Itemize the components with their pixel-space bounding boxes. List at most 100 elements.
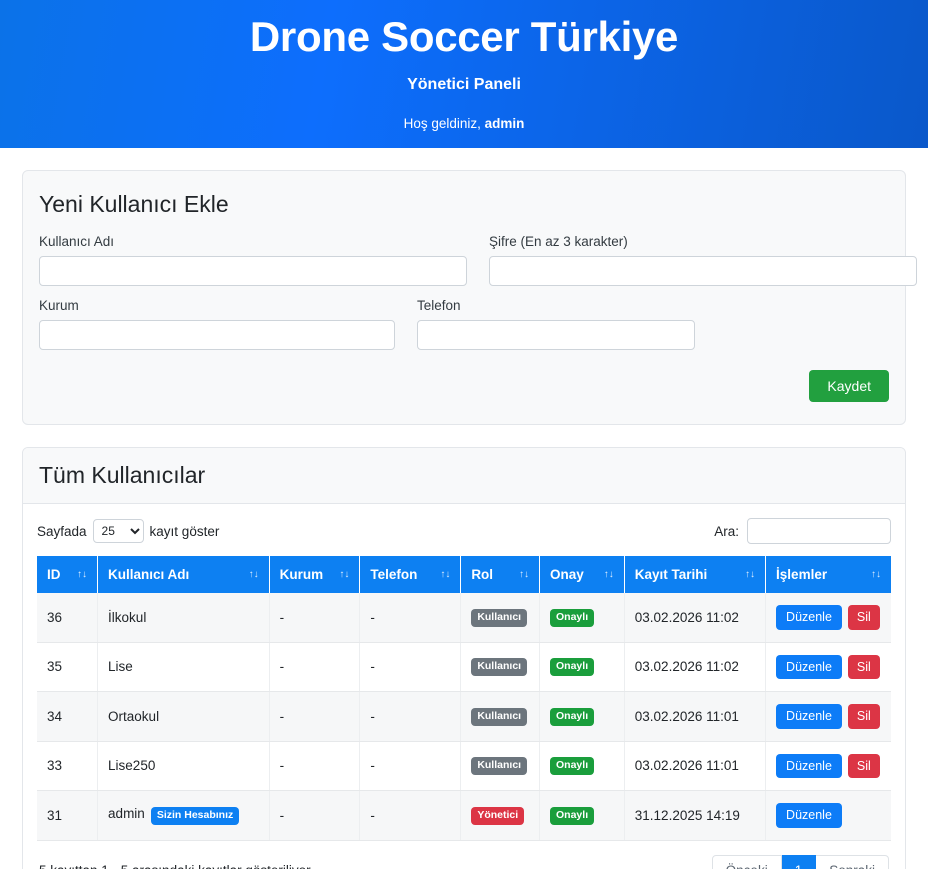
cell-islemler: Düzenle Sil [765, 741, 891, 791]
cell-kayit-tarihi: 03.02.2026 11:02 [624, 593, 767, 643]
pagination-next-button[interactable]: Sonraki [816, 854, 889, 869]
username-label: Kullanıcı Adı [39, 234, 115, 249]
new-user-form-title: Yeni Kullanıcı Ekle [39, 191, 229, 217]
cell-rol: Kullanıcı [460, 741, 541, 791]
role-badge: Kullanıcı [471, 757, 528, 776]
role-badge: Kullanıcı [471, 658, 528, 677]
column-header-rol[interactable]: Rol ↑↓ [460, 556, 541, 593]
column-header-label: Kurum [279, 567, 324, 582]
field-telefon: Telefon [417, 298, 695, 350]
approval-badge: Onaylı [550, 608, 595, 627]
search-input[interactable] [747, 518, 891, 544]
column-header-id[interactable]: ID ↑↓ [37, 556, 99, 593]
cell-onay: Onaylı [539, 741, 625, 791]
kurum-label: Kurum [39, 298, 79, 313]
role-badge: Kullanıcı [471, 608, 528, 627]
cell-islemler: Düzenle Sil [765, 642, 891, 692]
sort-arrows-icon: ↑↓ [519, 569, 530, 580]
app-title: Drone Soccer Türkiye [249, 13, 679, 60]
row-actions: Düzenle Sil [776, 605, 881, 630]
column-header-label: İşlemler [776, 567, 828, 582]
password-input[interactable] [489, 256, 917, 286]
column-header-label: Kayıt Tarihi [634, 567, 708, 582]
kurum-input[interactable] [39, 320, 395, 350]
users-table-card: Tüm Kullanıcılar Sayfada 102550100 kayıt… [22, 447, 906, 869]
form-row-details: Kurum Telefon [39, 298, 889, 350]
page-length-suffix: kayıt göster [149, 523, 220, 539]
cell-kayit-tarihi: 03.02.2026 11:02 [624, 642, 767, 692]
table-row: 35 Lise - - Kullanıcı Onaylı 03.02.2026 11:02 D… [37, 642, 891, 692]
column-header-kayıt-tarihi[interactable]: Kayıt Tarihi ↑↓ [624, 556, 767, 593]
cell-islemler: Düzenle [765, 790, 891, 841]
column-header-onay[interactable]: Onay ↑↓ [539, 556, 625, 593]
edit-button[interactable]: Düzenle [776, 654, 842, 679]
form-actions: Kaydet [39, 370, 889, 402]
edit-button[interactable]: Düzenle [776, 753, 842, 778]
users-table-body: Sayfada 102550100 kayıt göster Ara: ID ↑↓… [23, 504, 905, 869]
cell-telefon: - [359, 691, 462, 742]
approval-badge: Onaylı [550, 757, 595, 776]
table-controls: Sayfada 102550100 kayıt göster Ara: [37, 518, 891, 544]
column-header-label: Onay [550, 567, 584, 582]
cell-rol: Kullanıcı [460, 691, 541, 742]
cell-kurum: - [269, 691, 361, 742]
users-table: ID ↑↓ Kullanıcı Adı ↑↓ Kurum ↑↓ Telefon ↑↓ Rol ↑↓… [37, 556, 891, 841]
column-header-kullanıcı-adı[interactable]: Kullanıcı Adı ↑↓ [97, 556, 270, 593]
page-header: Drone Soccer Türkiye Yönetici Paneli Hoş… [0, 0, 928, 148]
delete-button[interactable]: Sil [847, 654, 880, 679]
row-actions: Düzenle Sil [776, 654, 881, 679]
welcome-prefix: Hoş geldiniz, [403, 116, 485, 132]
table-footer: 5 kayıttan 1 - 5 arasındaki kayıtlar gös… [37, 841, 891, 869]
cell-kurum: - [269, 593, 361, 643]
column-header-label: ID [47, 567, 61, 582]
telefon-input[interactable] [417, 320, 695, 350]
welcome-username: admin [484, 116, 525, 132]
pagination-prev-button[interactable]: Önceki [711, 854, 782, 869]
approval-badge: Onaylı [550, 806, 595, 825]
delete-button[interactable]: Sil [847, 753, 880, 778]
search-control: Ara: [714, 518, 891, 544]
column-header-kurum[interactable]: Kurum ↑↓ [269, 556, 361, 593]
edit-button[interactable]: Düzenle [776, 704, 842, 729]
cell-username: İlkokul [97, 593, 270, 643]
app-subtitle: Yönetici Paneli [407, 76, 521, 94]
cell-username: Ortaokul [97, 691, 270, 742]
users-table-header-row: ID ↑↓ Kullanıcı Adı ↑↓ Kurum ↑↓ Telefon ↑↓ Rol ↑↓… [37, 556, 891, 593]
cell-id: 33 [37, 741, 99, 791]
edit-button[interactable]: Düzenle [776, 803, 842, 828]
column-header-label: Kullanıcı Adı [108, 567, 190, 582]
cell-username: Lise [97, 642, 270, 692]
approval-badge: Onaylı [550, 707, 595, 726]
username-input[interactable] [39, 256, 467, 286]
sort-arrows-icon: ↑↓ [77, 569, 88, 580]
page-length-control: Sayfada 102550100 kayıt göster [37, 519, 219, 543]
save-button[interactable]: Kaydet [809, 370, 889, 402]
self-account-badge: Sizin Hesabınız [150, 806, 240, 825]
cell-telefon: - [359, 593, 462, 643]
table-info-text: 5 kayıttan 1 - 5 arasındaki kayıtlar gös… [39, 863, 311, 869]
column-header-i̇şlemler[interactable]: İşlemler ↑↓ [765, 556, 891, 593]
delete-button[interactable]: Sil [847, 704, 880, 729]
column-header-telefon[interactable]: Telefon ↑↓ [359, 556, 462, 593]
users-table-head: ID ↑↓ Kullanıcı Adı ↑↓ Kurum ↑↓ Telefon ↑↓ Rol ↑↓… [37, 556, 891, 593]
sort-arrows-icon: ↑↓ [871, 569, 881, 580]
approval-badge: Onaylı [550, 658, 595, 677]
cell-username: Lise250 [97, 741, 270, 791]
field-password: Şifre (En az 3 karakter) [489, 234, 917, 286]
cell-kurum: - [269, 642, 361, 692]
delete-button[interactable]: Sil [847, 605, 880, 630]
cell-onay: Onaylı [539, 642, 625, 692]
cell-kayit-tarihi: 03.02.2026 11:01 [624, 691, 767, 742]
table-row: 33 Lise250- - Kullanıcı Onaylı 03.02.2026 11:… [37, 741, 891, 791]
cell-id: 35 [37, 642, 99, 692]
page-length-select[interactable]: 102550100 [92, 519, 144, 543]
search-label: Ara: [714, 523, 739, 539]
pagination-page-1-button[interactable]: 1 [781, 854, 817, 869]
username-text: Ortaokul [108, 708, 160, 724]
username-text: Lise [108, 659, 133, 675]
table-row: 31 admin Sizin Hesabınız - - Yönetici Onaylı 31… [37, 790, 891, 841]
users-table-title: Tüm Kullanıcılar [39, 462, 206, 488]
edit-button[interactable]: Düzenle [776, 605, 842, 630]
users-table-body-rows: 36 İlkokul - - Kullanıcı Onaylı 03.02.2026 11:… [37, 593, 891, 841]
cell-onay: Onaylı [539, 593, 625, 643]
